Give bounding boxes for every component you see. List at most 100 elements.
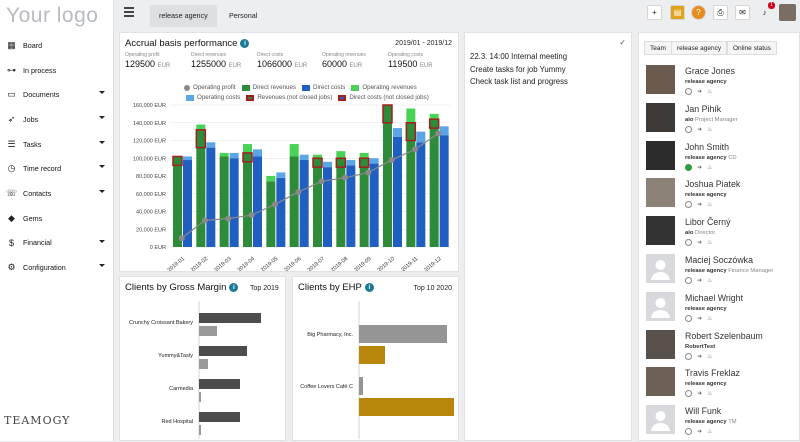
online-status-icon [685,163,692,171]
member-agency: release agency [685,306,727,312]
login-icon[interactable]: ➜ [697,164,703,171]
bar-direct-revenues [336,158,346,247]
avatar[interactable] [646,291,675,321]
user-avatar[interactable] [779,4,796,21]
team-member[interactable]: Robert Szelenbaum RobertTest ➜ ♨ [646,328,800,366]
member-agency-name: RobertTest [685,343,716,350]
member-agency-name: release agency [685,192,727,199]
info-icon[interactable]: i [229,282,239,292]
chevron-down-icon[interactable] [99,140,105,144]
avatar[interactable] [646,102,675,132]
help-icon[interactable]: ? [691,5,706,20]
team-member[interactable]: Joshua Piatek release agency ➜ ♨ [646,176,800,214]
sidebar-item-financial[interactable]: $ Financial [0,231,113,256]
team-member[interactable]: Travis Freklaz release agency ➜ ♨ [646,365,800,403]
team-member[interactable]: John Smith release agency CD ➜ ♨ [646,139,800,177]
avatar[interactable] [646,329,675,359]
breadcrumb-agency[interactable]: release agency [671,41,728,55]
login-icon[interactable]: ➜ [697,89,703,95]
login-icon[interactable]: ➜ [697,429,703,436]
gross-margin-filter[interactable]: Top 2019 [250,285,279,292]
bar-direct-costs [346,165,356,247]
x-tick-label: 2019-06 [283,256,302,271]
note-icon[interactable]: ▤ [670,5,685,20]
chevron-down-icon[interactable] [99,91,105,95]
login-icon[interactable]: ➜ [697,240,703,247]
chevron-down-icon[interactable] [99,190,105,194]
y-tick-label: 160,000 EUR [133,103,166,109]
bar-revenues-not-closed [382,104,393,124]
breadcrumb-online-status[interactable]: Online status [727,41,777,55]
sidebar-item-in-process[interactable]: ⊶ In process [0,58,113,83]
online-status-icon [685,314,692,322]
hamburger-menu-icon[interactable] [124,7,134,17]
sidebar-item-time-record[interactable]: ◷ Time record [0,156,113,181]
login-icon[interactable]: ➜ [697,278,703,284]
tab-release-agency[interactable]: release agency [150,5,217,27]
login-icon[interactable]: ➜ [697,315,703,322]
accrual-period[interactable]: 2019/01 - 2019/12 [395,40,452,47]
sidebar-item-gems[interactable]: ◆ Gems [0,206,113,231]
team-member[interactable]: Maciej Soczówka release agency Finance Ma… [646,252,800,290]
chevron-down-icon[interactable] [99,239,105,243]
x-tick-label: 2019-09 [353,256,372,271]
sidebar-item-documents[interactable]: ▭ Documents [0,82,113,107]
avatar[interactable] [646,405,675,435]
y-tick-label: 40,000 EUR [136,210,166,216]
team-member[interactable]: Jan Pihík aio Project Manager ➜ ♨ [646,101,800,139]
member-name: Michael Wright [685,292,744,303]
tab-personal[interactable]: Personal [229,11,258,20]
login-icon[interactable]: ➜ [697,391,703,398]
bar-operating-revenues [336,151,346,159]
member-status: ➜ ♨ [685,88,712,95]
sidebar-item-contacts[interactable]: ☏ Contacts [0,181,113,206]
sidebar-item-configuration[interactable]: ⚙ Configuration [0,255,113,280]
login-icon[interactable]: ➜ [697,126,703,133]
sidebar: Your logo ▦ Board ⊶ In process ▭ Documents ➶ Jo… [0,0,114,441]
team-member[interactable]: Will Funk release agency TM ➜ ♨ [646,403,800,441]
avatar[interactable] [646,254,675,283]
ehp-filter[interactable]: Top 10 2020 [413,285,452,292]
bar-revenues-not-closed [358,157,370,168]
member-name: Maciej Soczówka [685,255,753,265]
team-member[interactable]: Michael Wright release agency ➜ ♨ [646,290,800,328]
sidebar-item-tasks[interactable]: ☰ Tasks [0,132,113,157]
member-agency: aio Director [685,230,715,236]
y-tick-label: 80,000 EUR [136,174,166,180]
avatar[interactable] [646,140,675,170]
bell-icon[interactable]: ♪ 1 [757,2,775,20]
team-member[interactable]: Grace Jones release agency ➜ ♨ [646,63,800,101]
info-icon[interactable]: i [364,282,374,292]
notes-text[interactable]: 22.3. 14:00 Internal meeting Create task… [470,51,568,89]
login-icon[interactable]: ➜ [697,202,703,209]
chat-icon[interactable]: ✉ [735,5,750,20]
member-agency-name: release agency [685,154,727,161]
info-icon[interactable]: i [240,38,250,48]
bar-direct-costs [416,142,426,247]
avatar[interactable] [646,178,675,208]
member-name: Will Funk [685,406,722,417]
member-status: ➜ ♨ [685,390,712,398]
sidebar-nav: ▦ Board ⊶ In process ▭ Documents ➶ Jobs ☰ Tasks ◷ T… [0,33,113,280]
login-icon[interactable]: ➜ [697,353,703,360]
add-icon[interactable]: + [647,5,662,20]
avatar[interactable] [646,216,675,246]
bar [199,392,201,402]
avatar[interactable] [646,367,675,397]
chevron-down-icon[interactable] [99,116,105,120]
breadcrumb-team[interactable]: Team [644,41,672,55]
brand-logo: TEAMOGY [4,414,71,427]
app-logo[interactable]: Your logo [6,4,99,27]
avatar[interactable] [646,65,675,94]
sidebar-item-board[interactable]: ▦ Board [0,33,113,58]
stat-number: 1066000 [257,59,293,69]
chevron-down-icon[interactable] [99,264,105,268]
member-agency-name: release agency [685,305,727,312]
stat-label: Operating costs [388,52,424,58]
chevron-down-icon[interactable] [99,165,105,169]
member-role: CD [728,154,737,161]
check-icon[interactable]: ✓ [619,38,626,47]
print-icon[interactable]: ⎙ [713,5,728,20]
sidebar-item-jobs[interactable]: ➶ Jobs [0,107,113,132]
team-member[interactable]: Libor Černý aio Director ➜ ♨ [646,214,800,252]
